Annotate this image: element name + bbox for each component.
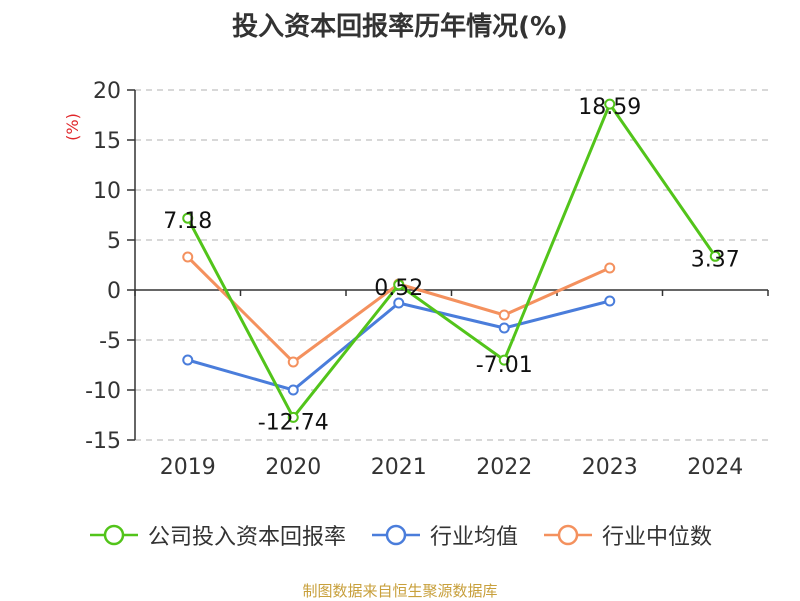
data-point[interactable] (498, 354, 510, 366)
x-tick-label: 2020 (265, 455, 321, 480)
series-lines (182, 98, 721, 423)
x-tick-label: 2024 (687, 455, 743, 480)
y-tick-label: -15 (85, 429, 121, 454)
y-axis-unit: (%) (63, 113, 82, 141)
y-tick-label: 5 (107, 229, 121, 254)
x-tick-label: 2021 (371, 455, 427, 480)
y-tick-label: -5 (99, 329, 121, 354)
data-label: -12.74 (258, 410, 329, 435)
legend-line-circle-icon (371, 524, 420, 546)
series-line (186, 102, 717, 419)
legend-line-circle-icon (89, 524, 138, 546)
series-1 (182, 295, 616, 396)
chart-title: 投入资本回报率历年情况(%) (232, 12, 568, 42)
y-tick-label: 10 (93, 179, 121, 204)
data-point[interactable] (182, 354, 194, 366)
legend-label: 行业中位数 (602, 525, 713, 550)
series-line (186, 255, 611, 364)
data-labels: 7.18 -12.74 0.52 -7.01 18.59 3.37 (163, 95, 739, 435)
data-point[interactable] (709, 250, 721, 262)
data-point[interactable] (498, 322, 510, 334)
data-point[interactable] (393, 279, 405, 291)
data-point[interactable] (287, 411, 299, 423)
series-0 (182, 98, 721, 423)
data-label: 18.59 (578, 95, 641, 120)
series-line (187, 299, 611, 392)
data-point[interactable] (393, 297, 405, 309)
y-tick-label: 20 (93, 79, 121, 104)
data-label: 3.37 (691, 247, 740, 272)
data-point[interactable] (287, 356, 299, 368)
data-label: 0.52 (374, 276, 423, 301)
x-tick-label: 2022 (476, 455, 532, 480)
data-point[interactable] (182, 251, 194, 263)
legend-item-industry-median[interactable]: 行业中位数 (542, 519, 712, 551)
legend-line-circle-icon (544, 524, 592, 546)
data-point[interactable] (287, 384, 299, 396)
axes: 20 15 10 5 0 -5 -10 -15 2019 2020 2021 2022 2023 2024 (85, 79, 769, 480)
data-label: 7.18 (163, 209, 212, 234)
source-note: 制图数据来自恒生聚源数据库 (302, 582, 498, 600)
legend-item-company-roic[interactable]: 公司投入资本回报率 (88, 519, 346, 551)
legend-item-industry-mean[interactable]: 行业均值 (370, 519, 518, 551)
y-tick-label: 15 (93, 129, 121, 154)
series-2 (182, 251, 616, 368)
data-point[interactable] (498, 309, 510, 321)
data-point[interactable] (182, 212, 194, 224)
x-tick-label: 2023 (582, 455, 638, 480)
legend: 公司投入资本回报率 行业均值 行业中位数 (0, 519, 800, 551)
y-tick-label: -10 (85, 379, 121, 404)
data-label: -7.01 (476, 353, 533, 378)
grid-lines (135, 89, 768, 441)
data-point[interactable] (604, 98, 616, 110)
data-point[interactable] (604, 262, 616, 274)
legend-label: 行业均值 (429, 525, 518, 550)
data-point[interactable] (604, 295, 616, 307)
x-tick-label: 2019 (160, 455, 216, 480)
legend-label: 公司投入资本回报率 (147, 525, 346, 550)
y-tick-label: 0 (107, 279, 121, 304)
